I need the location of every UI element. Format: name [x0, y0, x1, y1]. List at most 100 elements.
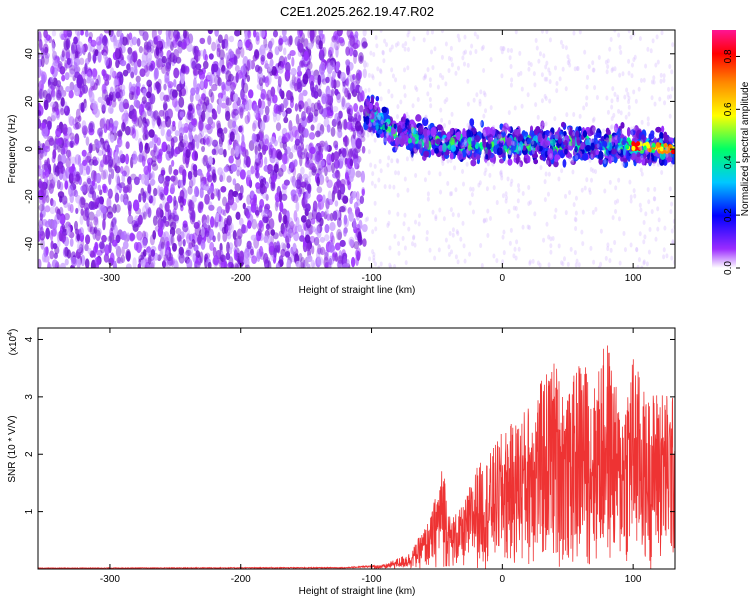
- spectrogram-noise-cell: [183, 30, 187, 39]
- spectrogram-noise-cell: [70, 156, 77, 166]
- spectrogram-noise-cell: [254, 64, 260, 73]
- spectrogram-noise-cell: [219, 59, 223, 69]
- spectrogram-noise-cell: [252, 134, 257, 142]
- spectrogram-noise-cell: [254, 209, 260, 216]
- spectrogram-noise-cell: [216, 206, 223, 215]
- spectrogram-noise-cell: [279, 201, 284, 213]
- spectrogram-noise-cell: [65, 37, 71, 50]
- spectrogram-noise-cell: [194, 50, 201, 62]
- spectrogram-noise-cell: [76, 233, 81, 242]
- spectrogram-noise-cell: [203, 78, 208, 90]
- spectrogram-noise-cell: [281, 153, 288, 165]
- spectrogram-noise-cell: [318, 30, 324, 37]
- spectrogram-noise-cell: [239, 250, 245, 263]
- spectrogram-noise-cell: [178, 253, 185, 264]
- spectrogram-noise-cell: [163, 231, 170, 242]
- spectrogram-noise-cell: [303, 128, 309, 138]
- spectrogram-noise-cell: [120, 231, 125, 241]
- spectrogram-noise-cell: [114, 185, 118, 195]
- spectrogram-noise-cell: [156, 58, 164, 70]
- spectrogram-noise-cell: [132, 257, 137, 268]
- spectrogram-noise-cell: [106, 205, 114, 215]
- spectrogram-noise-cell: [285, 70, 291, 77]
- spectrogram-noise-cell: [137, 214, 143, 226]
- spectrogram-noise-cell: [353, 113, 358, 122]
- spectrogram-noise-cell: [228, 246, 233, 255]
- spectrogram-noise-cell: [274, 245, 279, 253]
- spectrogram-noise-cell: [247, 30, 252, 39]
- spectrogram-noise-cell: [169, 185, 176, 193]
- spectrogram-noise-cell: [360, 136, 366, 143]
- spectrogram-noise-cell: [196, 168, 203, 176]
- spectrogram-noise-cell: [142, 110, 148, 118]
- spectrogram-noise-cell: [236, 238, 240, 247]
- spectrogram-noise-cell: [323, 256, 329, 268]
- spectrogram-noise-cell: [158, 240, 163, 250]
- spectrogram-noise-cell: [100, 170, 107, 180]
- spectrogram-noise-cell: [95, 209, 101, 217]
- spectrogram-noise-cell: [200, 239, 206, 251]
- spectrogram-noise-cell: [127, 46, 133, 55]
- spectrogram-noise-cell: [125, 249, 131, 261]
- spectrogram-noise-cell: [173, 67, 180, 79]
- spectrogram-noise-cell: [258, 219, 263, 229]
- spectrogram-noise-cell: [208, 89, 213, 98]
- spectrogram-noise-cell: [268, 148, 273, 159]
- spectrogram-noise-cell: [88, 143, 93, 154]
- spectrogram-noise-cell: [48, 137, 55, 146]
- spectrogram-noise-cell: [282, 214, 288, 225]
- spectrogram-noise-cell: [117, 136, 123, 148]
- spectrogram-noise-cell: [181, 63, 187, 74]
- spectrogram-noise-cell: [205, 123, 212, 131]
- spectrogram-noise-cell: [43, 145, 51, 153]
- spectrogram-noise-cell: [64, 180, 69, 190]
- spectrogram-noise-cell: [163, 180, 170, 188]
- spectrogram-noise-cell: [68, 90, 74, 99]
- spectrogram-noise-cell: [142, 230, 147, 239]
- spectrogram-noise-cell: [92, 53, 97, 64]
- spectrogram-noise-cell: [353, 241, 360, 250]
- spectrogram-noise-cell: [288, 120, 293, 132]
- spectrogram-noise-cell: [173, 258, 178, 268]
- spectrogram-noise-cell: [285, 235, 290, 245]
- spectrogram-noise-cell: [339, 193, 346, 201]
- spectrogram-noise-cell: [160, 167, 166, 177]
- spectrogram-noise-cell: [128, 81, 133, 94]
- spectrogram-noise-cell: [81, 149, 87, 157]
- spectrogram-noise-cell: [170, 182, 175, 195]
- spectrogram-noise-cell: [38, 145, 42, 155]
- spectrogram-noise-cell: [161, 244, 166, 257]
- spectrogram-noise-cell: [63, 38, 70, 51]
- spectrogram-noise-cell: [173, 169, 179, 176]
- spectrogram-noise-cell: [179, 196, 184, 208]
- spectrogram-noise-cell: [232, 190, 239, 198]
- spectrogram-noise-cell: [259, 30, 266, 38]
- spectrogram-noise-cell: [223, 166, 229, 173]
- spectrogram-noise-cell: [166, 144, 171, 155]
- spectrogram-noise-cell: [306, 156, 310, 165]
- spectrogram-noise-cell: [211, 139, 219, 147]
- spectrogram-noise-cell: [50, 83, 56, 91]
- spectrogram-noise-cell: [137, 58, 142, 68]
- spectrogram-noise-cell: [280, 60, 286, 69]
- spectrogram-noise-cell: [115, 59, 120, 69]
- spectrogram-noise-cell: [53, 252, 58, 259]
- spectrogram-noise-cell: [38, 258, 42, 268]
- spectrogram-noise-cell: [244, 264, 251, 268]
- spectrogram-noise-cell: [147, 172, 154, 179]
- spectrogram-noise-cell: [118, 83, 123, 95]
- spectrogram-noise-cell: [65, 86, 71, 93]
- spectrogram-noise-cell: [142, 237, 147, 249]
- spectrogram-noise-cell: [363, 60, 367, 69]
- spectrogram-noise-cell: [355, 39, 361, 48]
- spectrogram-noise-cell: [235, 156, 242, 168]
- spectrogram-noise-cell: [211, 41, 217, 52]
- spectrogram-noise-cell: [161, 55, 167, 64]
- spectrogram-noise-cell: [246, 220, 252, 229]
- spectrogram-noise-cell: [285, 89, 292, 101]
- spectrogram-noise-cell: [74, 220, 79, 231]
- spectrogram-noise-cell: [343, 255, 347, 267]
- spectrogram-noise-cell: [236, 165, 242, 173]
- spectrogram-noise-cell: [358, 211, 364, 219]
- spectrogram-noise-cell: [163, 103, 168, 111]
